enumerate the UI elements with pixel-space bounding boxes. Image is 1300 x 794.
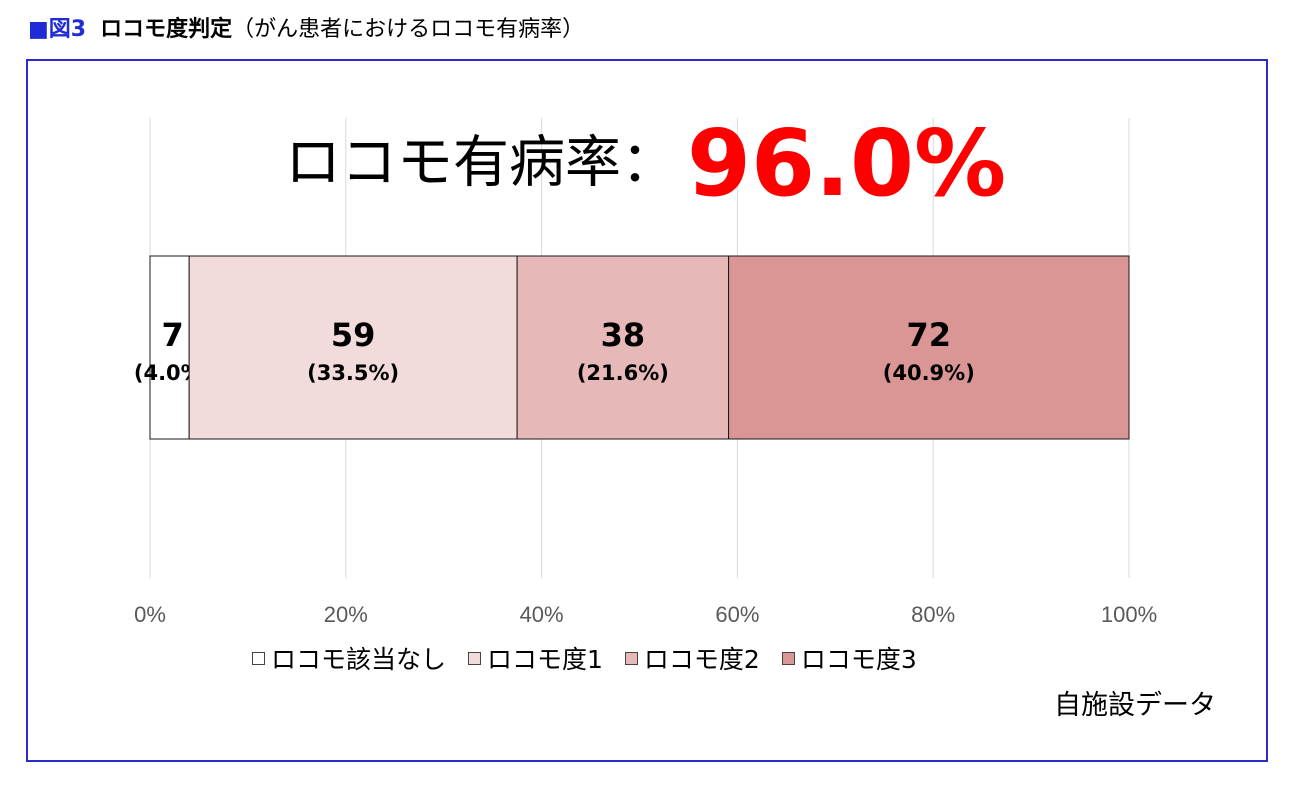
legend-label: ロコモ度1	[487, 645, 603, 674]
data-label-percent: (40.9%)	[883, 361, 975, 385]
data-label-percent: (21.6%)	[577, 361, 669, 385]
source-note: 自施設データ	[1054, 690, 1216, 721]
legend-item: ロコモ度1	[468, 640, 603, 676]
prevalence-headline: ロコモ有病率： 96.0%	[285, 108, 1006, 219]
legend-swatch	[781, 651, 795, 665]
x-tick-label: 20%	[324, 602, 368, 627]
data-label-percent: (33.5%)	[307, 361, 399, 385]
figure-subtitle: （がん患者におけるロコモ有病率）	[232, 17, 585, 42]
prevalence-value: 96.0%	[687, 109, 1007, 217]
figure-main-title: ロコモ度判定	[100, 17, 233, 42]
x-tick-label: 100%	[1101, 602, 1157, 627]
bar-segment	[728, 255, 1130, 440]
figure-title: ■図3 ロコモ度判定（がん患者におけるロコモ有病率）	[28, 14, 584, 46]
data-label-count: 7	[161, 316, 183, 354]
legend-swatch	[624, 651, 638, 665]
legend-item: ロコモ度2	[624, 640, 760, 676]
prevalence-label: ロコモ有病率：	[285, 130, 677, 196]
data-label-count: 38	[601, 316, 646, 354]
legend-item: ロコモ該当なし	[252, 640, 446, 676]
figure-number: ■図3	[28, 17, 87, 42]
data-label-count: 72	[907, 316, 952, 354]
x-tick-label: 80%	[911, 602, 955, 627]
x-tick-label: 60%	[715, 602, 759, 627]
legend-swatch	[252, 651, 265, 665]
legend-label: ロコモ度3	[800, 645, 917, 674]
legend-label: ロコモ該当なし	[271, 645, 447, 674]
legend-swatch	[468, 651, 482, 665]
bar-segment	[516, 255, 730, 440]
data-label-count: 59	[331, 316, 376, 354]
x-tick-label: 40%	[520, 602, 564, 627]
chart-legend: ロコモ該当なし ロコモ度1 ロコモ度2 ロコモ度3	[252, 640, 939, 676]
chart-frame	[26, 59, 1268, 762]
x-tick-label: 0%	[134, 602, 166, 627]
legend-label: ロコモ度2	[643, 645, 760, 674]
legend-item: ロコモ度3	[781, 640, 917, 676]
